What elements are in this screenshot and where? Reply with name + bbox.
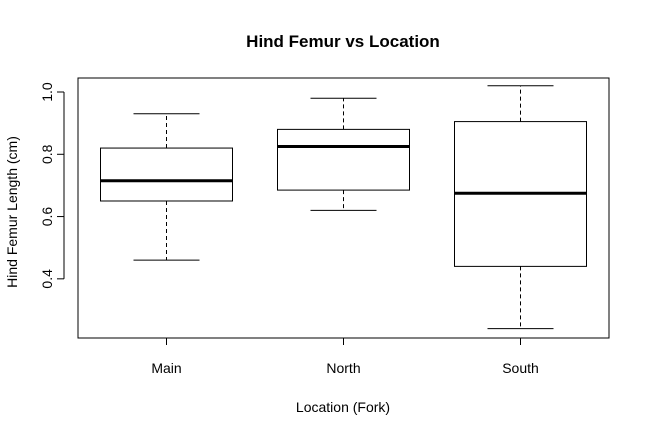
x-tick-label: South — [502, 360, 539, 376]
y-tick-label: 0.6 — [39, 207, 55, 227]
x-tick-label: Main — [151, 360, 181, 376]
box-north — [277, 97, 410, 211]
y-tick-label: 1.0 — [39, 82, 55, 102]
chart-title: Hind Femur vs Location — [246, 32, 440, 51]
box-iqr — [100, 147, 233, 202]
boxes — [100, 85, 587, 330]
x-tick-label: North — [326, 360, 360, 376]
y-axis: 0.4 0.6 0.8 1.0 — [39, 82, 65, 289]
box-south — [454, 85, 587, 330]
x-axis-label: Location (Fork) — [296, 399, 390, 415]
x-axis: Main North South — [151, 337, 539, 376]
box-iqr — [277, 128, 410, 191]
box-main — [100, 113, 233, 261]
y-tick-label: 0.4 — [39, 269, 55, 289]
y-tick-label: 0.8 — [39, 144, 55, 164]
y-axis-label: Hind Femur Length (cm) — [4, 136, 20, 288]
